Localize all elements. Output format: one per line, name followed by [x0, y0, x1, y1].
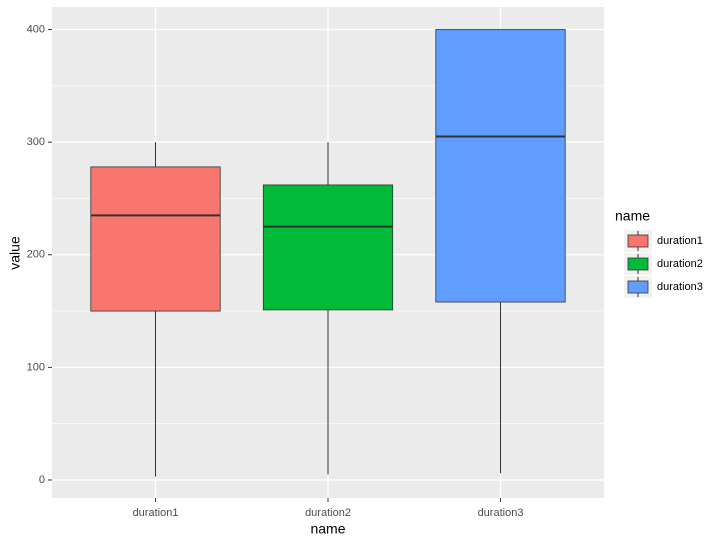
box	[435, 29, 566, 303]
y-tick-label: 0	[39, 474, 45, 486]
y-tick-label: 300	[27, 136, 45, 148]
legend-key	[627, 234, 649, 248]
x-tick-label: duration1	[133, 507, 179, 519]
legend-label: duration2	[657, 258, 703, 270]
marks	[90, 29, 566, 477]
y-tick-label: 200	[27, 249, 45, 261]
legend-title: name	[615, 208, 650, 224]
y-axis-title: value	[7, 236, 23, 270]
x-axis-title: name	[310, 521, 345, 537]
box	[90, 166, 221, 312]
legend-label: duration3	[657, 281, 703, 293]
x-tick-label: duration2	[305, 507, 351, 519]
legend-key	[627, 257, 649, 271]
x-tick-label: duration3	[478, 507, 524, 519]
box	[262, 184, 394, 311]
y-tick-label: 100	[27, 361, 45, 373]
legend-key	[627, 280, 649, 294]
legend-label: duration1	[657, 235, 703, 247]
y-tick-label: 400	[27, 23, 45, 35]
